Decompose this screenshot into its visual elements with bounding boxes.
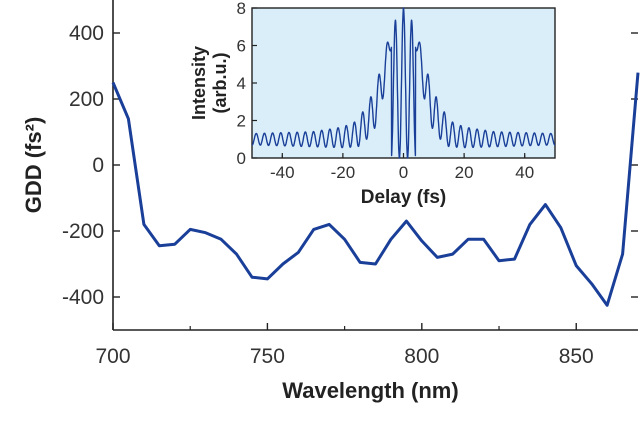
- y-tick-label: 400: [69, 22, 104, 45]
- y-tick-label: 200: [69, 88, 104, 111]
- inset-x-axis-title: Delay (fs): [361, 187, 447, 208]
- inset-plot-area: [251, 7, 556, 159]
- inset-y-axis-title-line: Intensity: [189, 46, 209, 120]
- gdd-series-line: [111, 72, 640, 307]
- inset-y-tick-label: 4: [237, 74, 246, 93]
- inset-y-axis-title-line: (arb.u.): [210, 52, 230, 113]
- inset-x-tick-label: 20: [455, 163, 474, 182]
- inset-y-axis-title: Intensity(arb.u.): [189, 46, 230, 120]
- x-axis-title: Wavelength (nm): [282, 378, 458, 403]
- y-tick-label: 0: [92, 154, 104, 177]
- inset-chart: 0 2 4 6 8 -40 -20 0 20 40 Delay (fs) Intensity(arb.…: [189, 0, 556, 208]
- inset-x-tick-label: 40: [515, 163, 534, 182]
- y-axis-title: GDD (fs²): [21, 117, 46, 214]
- x-tick-label: 800: [404, 345, 439, 368]
- x-tick-label: 700: [95, 345, 130, 368]
- inset-x-tick-label: -20: [331, 163, 356, 182]
- inset-y-tick-label: 6: [237, 37, 246, 56]
- inset-intensity-trace: [251, 7, 556, 159]
- inset-x-tick-label: 0: [399, 163, 408, 182]
- x-tick-label: 750: [250, 345, 285, 368]
- inset-y-tick-label: 0: [237, 149, 246, 168]
- y-tick-label: -400: [62, 286, 104, 309]
- inset-y-tick-label: 2: [237, 112, 246, 131]
- inset-x-tick-label: -40: [270, 163, 295, 182]
- y-tick-label: -200: [62, 220, 104, 243]
- x-tick-label: 850: [559, 345, 594, 368]
- inset-y-tick-label: 8: [237, 0, 246, 18]
